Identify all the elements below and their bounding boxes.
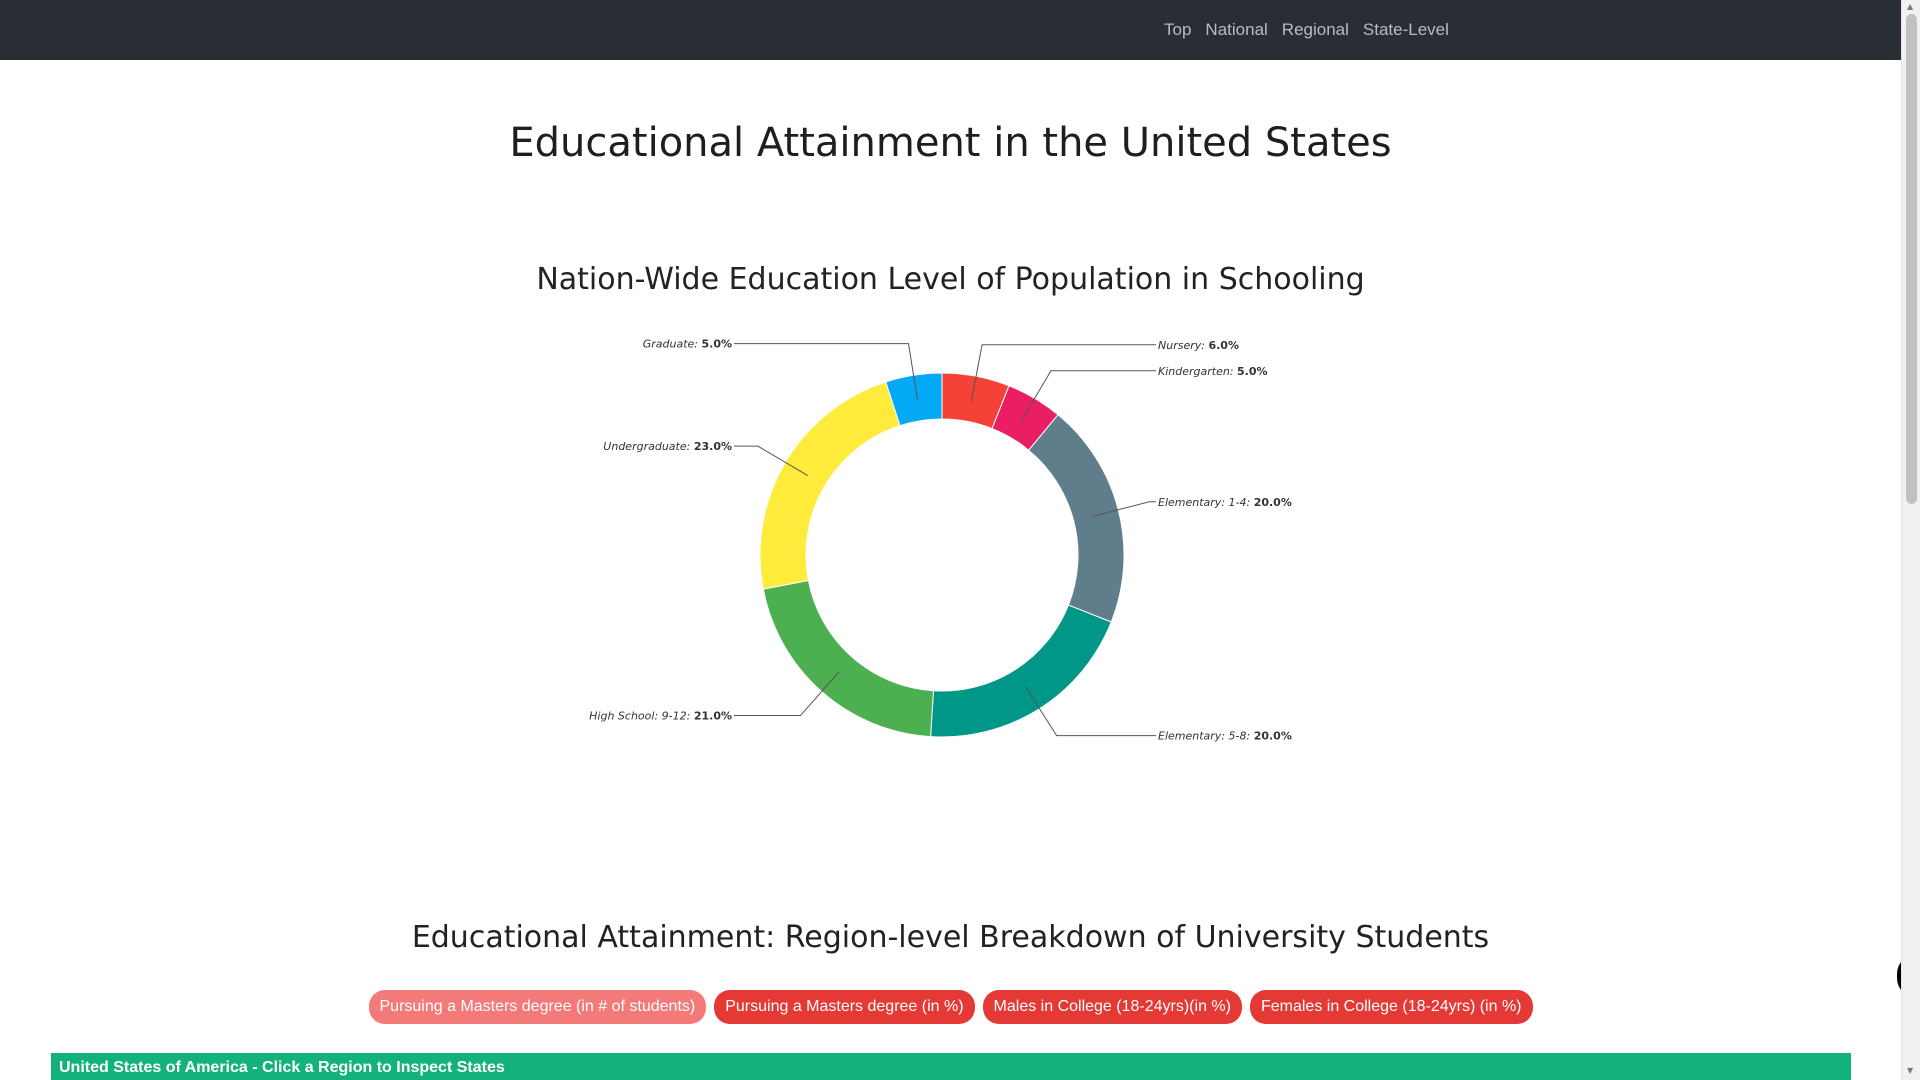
leader-line-graduate (734, 343, 919, 401)
leader-line-kindergarten (1020, 370, 1156, 421)
leader-line-undergraduate (734, 445, 808, 477)
label-elementary-1-4: Elementary: 1-4: 20.0% (1158, 496, 1292, 509)
scroll-up-icon[interactable]: ▲ (1907, 2, 1914, 11)
label-graduate: Graduate: 5.0% (643, 338, 732, 351)
region-map-header: United States of America - Click a Regio… (51, 1053, 1851, 1080)
leader-line-elementary-1-4 (1092, 501, 1156, 517)
vertical-scrollbar[interactable]: ▲ ▼ (1901, 0, 1920, 1080)
nav-link-national[interactable]: National (1205, 20, 1268, 39)
males-college-button[interactable]: Males in College (18-24yrs)(in %) (982, 990, 1242, 1024)
nav-link-top[interactable]: Top (1164, 20, 1192, 39)
nav-link-regional[interactable]: Regional (1281, 20, 1349, 39)
nav-links: Top National Regional State-Level (1164, 20, 1449, 40)
leader-line-nursery (970, 344, 1156, 402)
masters-percent-button[interactable]: Pursuing a Masters degree (in %) (714, 990, 975, 1024)
slice-undergraduate[interactable] (759, 381, 901, 590)
page-title: Educational Attainment in the United Sta… (509, 120, 1392, 166)
scroll-down-icon[interactable]: ▼ (1907, 1066, 1914, 1075)
slice-elementary-5-8[interactable] (930, 604, 1112, 738)
label-kindergarten: Kindergarten: 5.0% (1158, 365, 1268, 378)
slice-graduate[interactable] (885, 372, 943, 427)
scrollbar-thumb[interactable] (1906, 14, 1917, 504)
metric-button-row: Pursuing a Masters degree (in # of stude… (0, 990, 1901, 1024)
education-donut-chart: Nursery: 6.0% Kindergarten: 5.0% Elementar… (589, 338, 1292, 743)
nav-link-state-level[interactable]: State-Level (1362, 20, 1449, 39)
masters-count-button[interactable]: Pursuing a Masters degree (in # of stude… (368, 990, 707, 1024)
top-navbar: Top National Regional State-Level (0, 0, 1901, 60)
females-college-button[interactable]: Females in College (18-24yrs) (in %) (1249, 990, 1533, 1024)
slice-high-school-9-12[interactable] (762, 579, 934, 738)
leader-line-high-school-9-12 (734, 671, 840, 717)
label-undergraduate: Undergraduate: 23.0% (603, 440, 732, 453)
slice-elementary-1-4[interactable] (1027, 414, 1125, 623)
region-section-title: Educational Attainment: Region-level Bre… (411, 920, 1490, 955)
label-nursery: Nursery: 6.0% (1158, 339, 1239, 352)
leader-line-elementary-5-8 (1025, 686, 1156, 737)
label-high-school-9-12: High School: 9-12: 21.0% (589, 710, 732, 723)
chart-title: Nation-Wide Education Level of Populatio… (536, 262, 1365, 297)
label-elementary-5-8: Elementary: 5-8: 20.0% (1158, 730, 1292, 743)
